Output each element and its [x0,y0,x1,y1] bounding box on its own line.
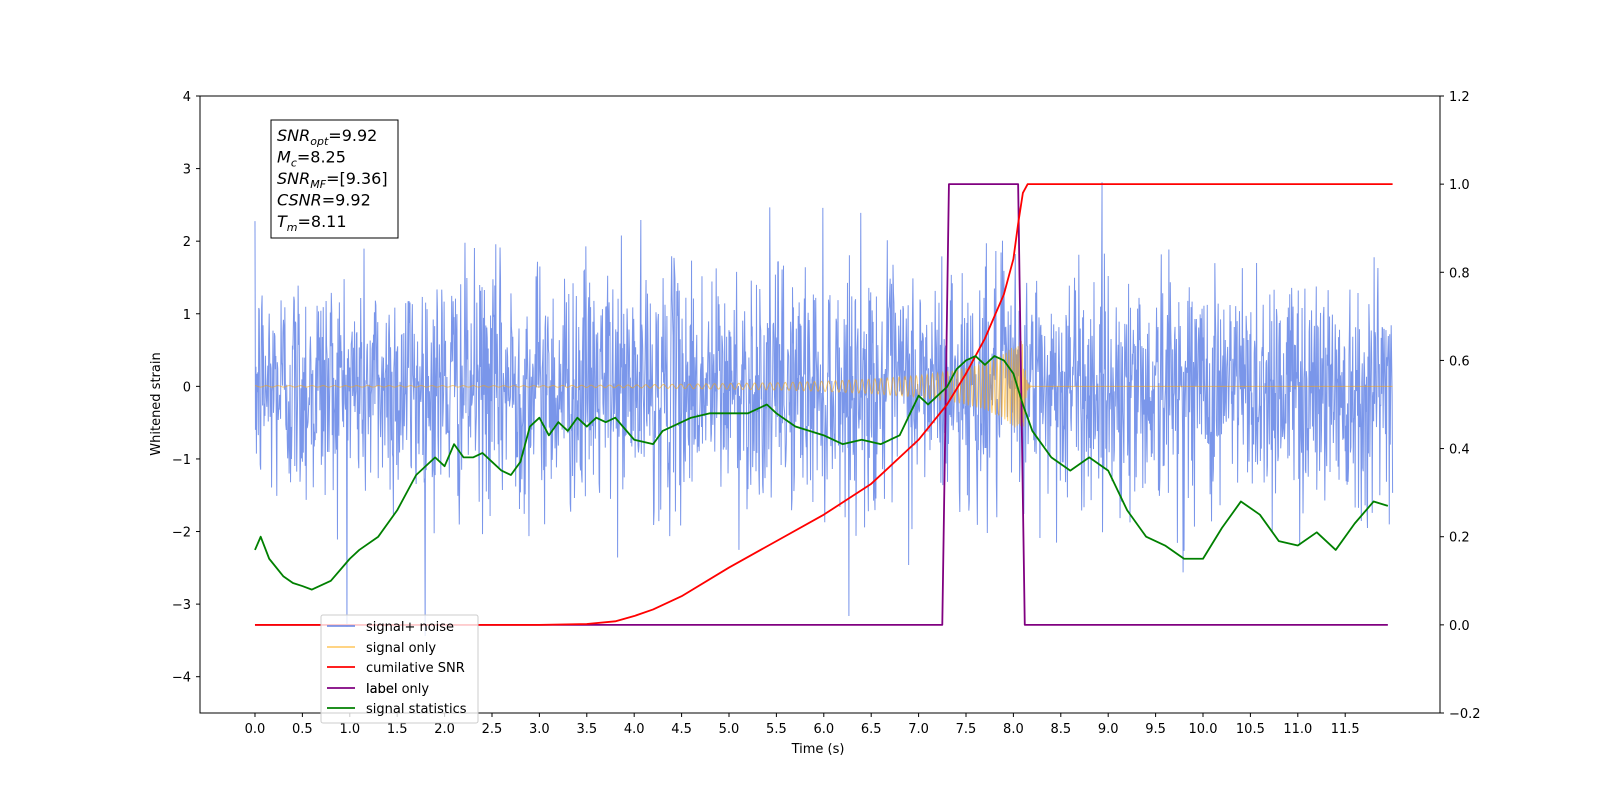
x-tick-label: 10.5 [1236,722,1265,737]
annotation-value: =9.92 [328,126,377,145]
x-tick-label: 7.5 [956,722,977,737]
y-left-tick-label: −2 [172,526,191,541]
x-tick-label: 4.0 [624,722,645,737]
x-tick-label: 1.0 [339,722,360,737]
x-tick-label: 6.5 [861,722,882,737]
x-tick-label: 0.5 [292,722,313,737]
x-tick-label: 6.0 [813,722,834,737]
y-left-tick-label: −4 [172,671,191,686]
y-left-tick-label: 0 [183,380,191,395]
y-axis-left: −4 −3 −2 −1 0 1 2 3 4 [172,90,200,686]
annotation-line: Tm=8.11 [277,212,347,234]
signal-only-line [254,340,1393,433]
y-axis-left-label: Whitened strain [149,352,164,455]
x-tick-label: 5.0 [719,722,740,737]
x-tick-label: 2.5 [482,722,503,737]
label-line [254,183,1388,626]
x-tick-label: 0.0 [245,722,266,737]
y-left-tick-label: 3 [183,163,191,178]
x-tick-label: 3.0 [529,722,550,737]
y-left-tick-label: 2 [183,235,191,250]
y-right-tick-label: 1.2 [1449,90,1470,105]
y-left-tick-label: −3 [172,598,191,613]
annotation-subscript: opt [310,135,329,148]
x-tick-label: 11.5 [1331,722,1360,737]
x-tick-label: 8.5 [1050,722,1071,737]
annotation-subscript: c [291,157,297,170]
y-left-tick-label: −1 [172,453,191,468]
y-left-tick-label: 4 [183,90,191,105]
annotation-symbol: CSNR [277,191,322,210]
y-right-tick-label: −0.2 [1449,707,1481,722]
annotation-value: =[9.36] [326,169,388,188]
y-right-tick-label: 0.4 [1449,443,1470,458]
x-tick-label: 3.5 [576,722,597,737]
x-axis-label: Time (s) [791,742,845,757]
signal-only-layer [254,340,1393,433]
x-tick-label: 9.0 [1098,722,1119,737]
legend-frame [320,614,479,724]
legend-entry-label: label [366,682,397,697]
legend-entry-label: cumilative SNR [366,661,465,676]
annotation-subscript: MF [310,178,326,191]
y-axis-right: −0.2 0.0 0.2 0.4 0.6 0.8 1.0 1.2 [1440,90,1481,722]
legend-entry-label: signal statistics [366,702,467,717]
x-tick-label: 9.5 [1145,722,1166,737]
y-right-tick-label: 0.8 [1449,266,1470,281]
cumulative-snr-line [254,183,1393,626]
legend-entry-label: signal only [366,641,436,656]
x-tick-label: 1.5 [387,722,408,737]
y-right-tick-label: 0.0 [1449,619,1470,634]
x-tick-label: 8.0 [1003,722,1024,737]
signal-noise-layer [254,182,1394,636]
legend-entry-label: label only [366,682,429,697]
y-right-tick-label: 0.6 [1449,354,1470,369]
legend-entry-label: signal+ noise [366,620,454,635]
annotation-symbol: M [277,148,291,167]
x-tick-label: 10.0 [1189,722,1218,737]
plot-frame [199,95,1441,714]
x-tick-label: 5.5 [766,722,787,737]
annotation-line: CSNR=9.92 [277,191,371,210]
annotation-symbol: SNR [277,126,310,145]
annotation-line: SNRMF=[9.36] [277,169,388,191]
annotation-line: SNRopt=9.92 [277,126,377,148]
annotation-value: =8.11 [298,212,347,231]
annotation-symbol: SNR [277,169,310,188]
signal-statistics-line [254,355,1389,591]
annotation-frame [270,119,399,239]
annotation-subscript: m [287,221,298,234]
x-axis: 0.0 0.5 1.0 1.5 2.0 2.5 3.0 3.5 4.0 4.5 5.0 5.5 6.0 6… [245,713,1360,737]
annotation-box: SNRopt=9.92Mc=8.25SNRMF=[9.36]CSNR=9.92T… [270,119,399,239]
x-tick-label: 4.5 [671,722,692,737]
y-right-tick-label: 0.2 [1449,531,1470,546]
y-right-tick-label: 1.0 [1449,178,1470,193]
x-tick-label: 11.0 [1283,722,1312,737]
signal-noise-line [254,182,1394,636]
x-tick-label: 2.0 [434,722,455,737]
legend: signal+ noise signal only cumilative SNR la… [320,614,479,724]
line-series-layer [254,183,1393,626]
x-tick-label: 7.0 [908,722,929,737]
annotation-symbol: T [277,212,288,231]
annotation-value: =9.92 [322,191,371,210]
annotation-value: =8.25 [297,148,346,167]
y-left-tick-label: 1 [183,308,191,323]
annotation-line: Mc=8.25 [277,148,346,170]
